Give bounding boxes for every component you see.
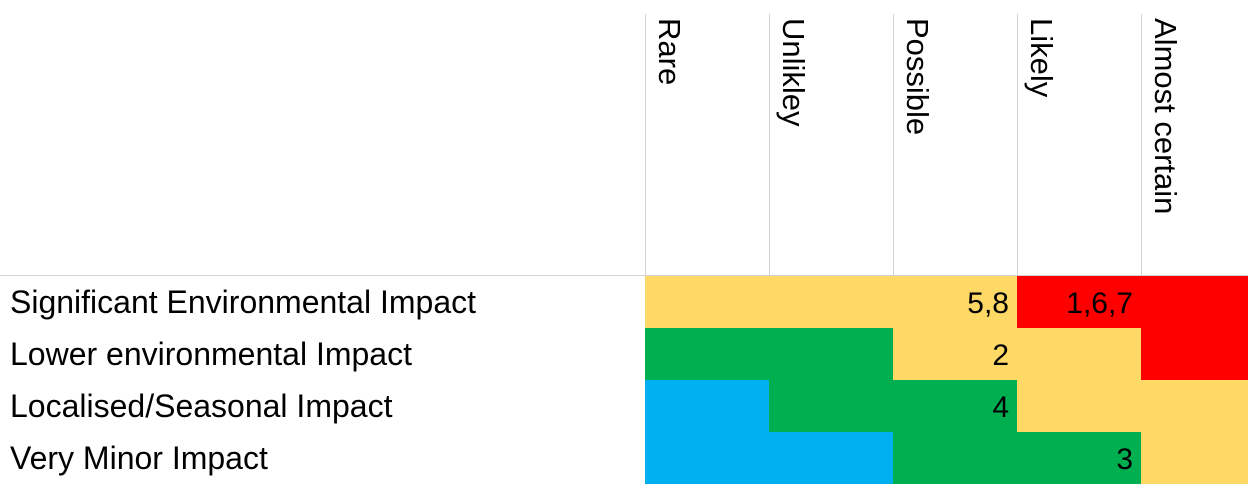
matrix-cell[interactable] — [645, 432, 769, 484]
column-header-label: Likely — [1024, 18, 1059, 98]
matrix-cell[interactable]: 2 — [893, 328, 1017, 380]
row-label[interactable]: Very Minor Impact — [10, 440, 268, 476]
matrix-cell[interactable] — [769, 380, 893, 432]
matrix-cell[interactable] — [769, 328, 893, 380]
column-header-label: Almost certain — [1148, 18, 1183, 215]
row-label[interactable]: Significant Environmental Impact — [10, 284, 476, 320]
column-header-rare[interactable]: Rare — [645, 14, 769, 276]
row-label[interactable]: Lower environmental Impact — [10, 336, 412, 372]
column-header-unlikley[interactable]: Unlikley — [769, 14, 893, 276]
matrix-cell[interactable] — [769, 276, 893, 328]
matrix-cell[interactable] — [1141, 432, 1248, 484]
column-header-label: Rare — [652, 18, 687, 86]
column-header-possible[interactable]: Possible — [893, 14, 1017, 276]
matrix-cell[interactable] — [1017, 380, 1141, 432]
matrix-cell[interactable] — [769, 432, 893, 484]
matrix-cell[interactable] — [1017, 328, 1141, 380]
column-header-label: Possible — [900, 18, 935, 136]
matrix-cell[interactable] — [893, 432, 1017, 484]
matrix-cell[interactable] — [645, 380, 769, 432]
matrix-cell[interactable]: 1,6,7 — [1017, 276, 1141, 328]
matrix-cell[interactable]: 4 — [893, 380, 1017, 432]
matrix-cell[interactable] — [1141, 328, 1248, 380]
matrix-cell[interactable] — [645, 328, 769, 380]
matrix-row: Lower environmental Impact 2 — [0, 328, 1248, 380]
matrix-cell[interactable]: 3 — [1017, 432, 1141, 484]
matrix-row: Very Minor Impact 3 — [0, 432, 1248, 484]
matrix-cell[interactable]: 5,8 — [893, 276, 1017, 328]
matrix-row: Significant Environmental Impact 5,8 1,6… — [0, 276, 1248, 328]
column-header-likely[interactable]: Likely — [1017, 14, 1141, 276]
matrix-cell[interactable] — [645, 276, 769, 328]
column-header-label: Unlikley — [776, 18, 811, 127]
matrix-row: Localised/Seasonal Impact 4 — [0, 380, 1248, 432]
matrix-cell[interactable] — [1141, 276, 1248, 328]
column-header-almost-certain[interactable]: Almost certain — [1141, 14, 1248, 276]
row-label[interactable]: Localised/Seasonal Impact — [10, 388, 393, 424]
likelihood-header-row: Rare Unlikley Possible Likely Almost cer… — [0, 14, 1248, 276]
matrix-cell[interactable] — [1141, 380, 1248, 432]
header-divider — [0, 275, 1248, 276]
